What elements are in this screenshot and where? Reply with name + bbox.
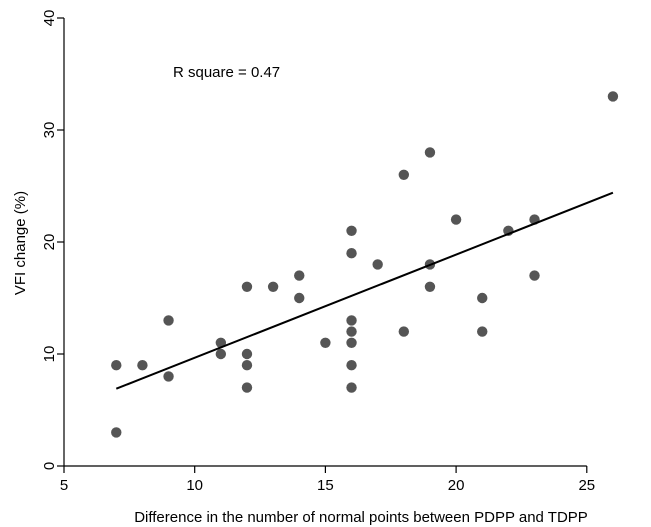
data-point	[477, 292, 488, 304]
data-point	[529, 270, 540, 281]
x-tick-label: 15	[317, 477, 334, 494]
data-point	[267, 281, 279, 292]
data-point	[346, 248, 357, 259]
data-point	[607, 91, 619, 102]
data-point	[241, 382, 253, 393]
x-tick-label: 20	[448, 477, 465, 494]
data-point	[372, 259, 383, 270]
x-tick-label: 10	[186, 477, 203, 494]
data-point	[163, 371, 174, 382]
data-point	[137, 360, 148, 371]
data-points	[111, 91, 619, 438]
x-axis-title: Difference in the number of normal point…	[134, 509, 588, 526]
data-point	[424, 147, 436, 158]
data-point	[320, 337, 331, 348]
x-tick-label: 5	[60, 477, 68, 494]
data-point	[450, 214, 462, 225]
data-point	[346, 360, 357, 371]
data-point	[346, 225, 357, 236]
y-axis-title: VFI change (%)	[12, 191, 29, 295]
data-point	[477, 326, 488, 337]
regression-line	[115, 191, 614, 390]
data-point	[346, 326, 357, 337]
data-point	[241, 281, 253, 292]
r-square-annotation: R square = 0.47	[173, 64, 280, 81]
data-point	[346, 315, 357, 326]
y-ticks: 0 10 20 30 40	[41, 10, 64, 470]
y-tick-label: 20	[41, 234, 58, 251]
data-point	[294, 270, 305, 281]
y-tick-label: 30	[41, 122, 58, 139]
y-tick-label: 10	[41, 346, 58, 363]
data-point	[241, 348, 253, 360]
x-ticks: 5 10 15 20 25	[60, 466, 595, 494]
data-point	[398, 326, 410, 337]
data-point	[241, 360, 253, 371]
y-tick-label: 40	[41, 10, 58, 27]
data-point	[163, 315, 174, 326]
data-point	[215, 348, 227, 360]
axes	[63, 18, 587, 467]
data-point	[111, 360, 122, 371]
y-tick-label: 0	[41, 462, 58, 470]
data-point	[346, 337, 357, 348]
data-point	[294, 292, 305, 304]
data-point	[424, 281, 436, 292]
data-point	[346, 382, 357, 393]
x-tick-label: 25	[578, 477, 595, 494]
data-point	[111, 427, 122, 438]
data-point	[398, 169, 410, 180]
